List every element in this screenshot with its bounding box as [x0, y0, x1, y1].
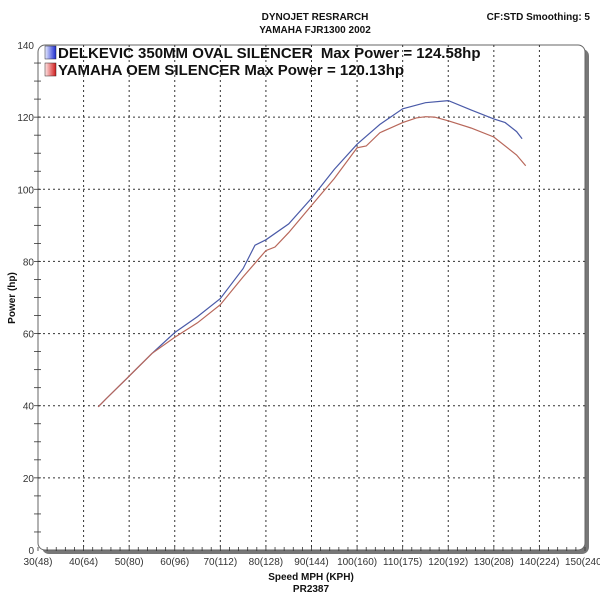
legend-swatch-blue [44, 45, 57, 60]
x-tick-label: 60(96) [160, 557, 189, 568]
x-tick-label: 140(224) [519, 557, 559, 568]
legend-swatch-red [44, 62, 57, 77]
series-line-delkevic [97, 99, 523, 408]
chart-title-line1: DYNOJET RESRARCH [262, 12, 369, 23]
x-tick-label: 150(240) [565, 557, 600, 568]
x-tick-label: 120(192) [428, 557, 468, 568]
y-tick-label: 100 [17, 185, 34, 196]
x-tick-label: 50(80) [115, 557, 144, 568]
y-tick-label: 140 [17, 41, 34, 52]
x-axis-label: Speed MPH (KPH) [268, 572, 354, 583]
x-tick-label: 130(208) [474, 557, 514, 568]
series-line-yamaha-oem [97, 116, 527, 408]
y-axis-label: Power (hp) [7, 272, 18, 324]
y-tick-label: 0 [28, 546, 34, 557]
y-tick-label: 40 [23, 402, 35, 413]
legend: DELKEVIC 350MM OVAL SILENCER Max Power =… [44, 45, 480, 79]
x-tick-label: 90(144) [294, 557, 328, 568]
grid [38, 45, 585, 550]
y-tick-label: 120 [17, 113, 34, 124]
y-tick-label: 20 [23, 474, 35, 485]
series-lines [97, 99, 527, 408]
x-tick-label: 110(175) [383, 557, 422, 568]
x-tick-label: 80(128) [249, 557, 283, 568]
y-tick-label: 80 [23, 257, 35, 268]
x-tick-label: 30(48) [24, 557, 53, 568]
chart-title-line2: YAMAHA FJR1300 2002 [259, 25, 371, 36]
x-tick-label: 70(112) [203, 557, 237, 568]
x-tick-label: 40(64) [69, 557, 98, 568]
correction-smoothing-label: CF:STD Smoothing: 5 [487, 12, 591, 23]
axis-ticks: 30(48) 40(64) 50(80) 60(96) 70(112) 80(128) 90… [17, 41, 600, 568]
x-tick-label: 100(160) [337, 557, 377, 568]
legend-label-delkevic: DELKEVIC 350MM OVAL SILENCER Max Power =… [58, 45, 480, 62]
x-axis-sublabel: PR2387 [293, 584, 330, 595]
y-tick-label: 60 [23, 330, 35, 341]
legend-label-yamaha-oem: YAMAHA OEM SILENCER Max Power = 120.13hp [58, 62, 404, 79]
